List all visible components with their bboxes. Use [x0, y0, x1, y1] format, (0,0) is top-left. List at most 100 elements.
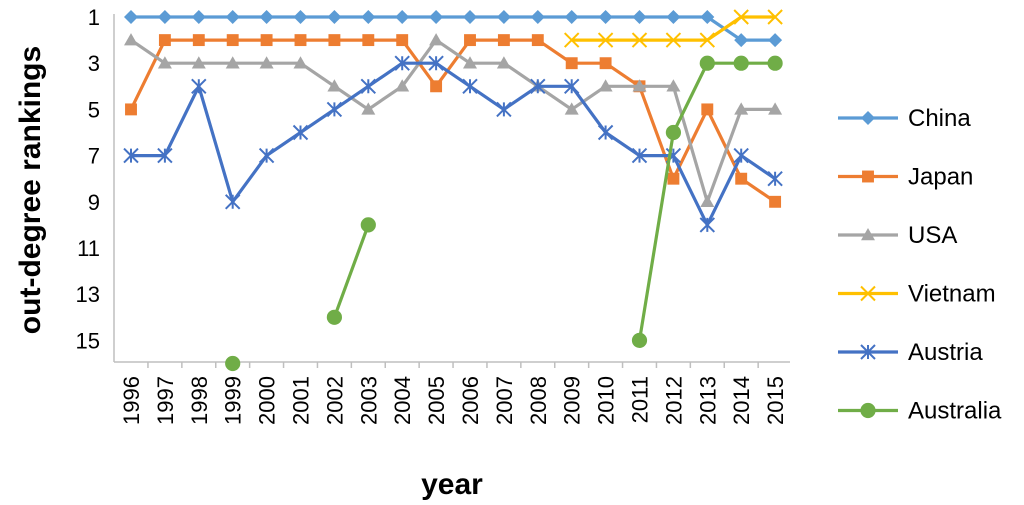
data-point — [225, 10, 240, 24]
data-point — [192, 34, 205, 47]
data-point — [699, 217, 716, 233]
data-point — [429, 33, 444, 46]
data-point — [767, 55, 783, 71]
data-point — [665, 124, 682, 141]
x-tick-label: 1999 — [221, 376, 246, 425]
data-point — [294, 34, 307, 47]
data-point — [327, 10, 342, 24]
data-point — [599, 57, 612, 70]
data-point — [631, 147, 648, 164]
series-line — [130, 38, 776, 204]
data-point — [225, 355, 241, 372]
data-point — [632, 10, 647, 24]
data-point — [226, 34, 239, 47]
y-axis-label: out-degree rankings — [14, 46, 47, 334]
y-tick-label: 15 — [76, 328, 100, 353]
data-point — [225, 56, 240, 69]
data-point — [667, 172, 680, 185]
data-point — [565, 57, 578, 70]
data-point — [123, 147, 139, 164]
legend-label: Japan — [908, 164, 973, 191]
data-point — [496, 101, 512, 118]
x-tick-label: 2012 — [661, 376, 686, 425]
data-point — [701, 103, 714, 116]
series-vietnam — [563, 9, 783, 48]
series-line — [131, 61, 777, 227]
data-point — [395, 79, 410, 92]
data-point — [563, 78, 580, 95]
x-tick-label: 1996 — [119, 376, 144, 425]
data-point — [394, 55, 410, 71]
data-point — [428, 55, 444, 71]
x-tick-labels: 1996 1997 1998 1999 2000 2001 2002 2003 2004 2005… — [119, 362, 788, 425]
x-tick-label: 2013 — [695, 376, 720, 425]
data-point — [530, 10, 545, 24]
data-point — [259, 56, 274, 69]
x-tick-label: 2002 — [322, 376, 347, 425]
data-point — [462, 78, 478, 95]
data-point — [326, 101, 343, 118]
data-point — [598, 10, 613, 24]
legend-swatch-marker — [861, 228, 875, 241]
data-point — [327, 79, 342, 92]
legend-item-vietnam: Vietnam — [838, 281, 996, 308]
data-point — [497, 34, 510, 47]
data-point — [191, 10, 206, 24]
data-point — [326, 309, 342, 325]
y-tick-label: 3 — [88, 51, 100, 76]
legend-label: Austria — [908, 339, 983, 366]
legend-swatch-marker — [861, 111, 875, 125]
x-tick-label: 2007 — [492, 376, 517, 425]
data-point — [157, 10, 172, 24]
legend-swatch-marker — [860, 402, 876, 419]
data-point — [260, 34, 273, 47]
x-tick-label: 1998 — [187, 376, 212, 425]
data-point — [531, 34, 544, 47]
x-tick-label: 2001 — [289, 376, 314, 425]
legend-swatch-marker — [862, 170, 874, 183]
data-point — [124, 10, 138, 24]
x-tick-label: 2011 — [628, 376, 653, 423]
data-point — [157, 56, 172, 69]
data-point — [597, 32, 614, 48]
x-tick-label: 1997 — [153, 376, 178, 425]
legend-item-china: China — [838, 105, 971, 132]
legend-label: USA — [908, 222, 957, 249]
x-tick-label: 2000 — [255, 376, 280, 425]
series-usa — [124, 33, 783, 208]
data-point — [564, 10, 579, 24]
data-point — [734, 102, 749, 115]
x-tick-label: 2014 — [729, 376, 754, 425]
data-point — [666, 79, 681, 92]
x-tick-label: 2004 — [390, 376, 415, 425]
data-point — [700, 194, 715, 208]
series-line — [332, 224, 370, 318]
data-point — [430, 80, 443, 93]
legend-item-austria: Austria — [838, 339, 983, 366]
y-tick-label: 1 — [88, 5, 100, 30]
y-tick-label: 7 — [88, 144, 100, 169]
data-point — [563, 32, 580, 48]
data-point — [191, 78, 207, 95]
data-point — [767, 9, 783, 25]
data-point — [361, 10, 376, 24]
legend: China Japan USA Vietnam Austria Australia — [838, 105, 1002, 425]
legend-label: Vietnam — [908, 281, 996, 308]
data-point — [124, 33, 138, 46]
legend-item-australia: Australia — [838, 398, 1002, 425]
series-austria — [123, 55, 783, 233]
data-point — [362, 34, 375, 47]
x-tick-label: 2005 — [424, 376, 449, 425]
x-tick-label: 2003 — [356, 376, 381, 425]
legend-label: Australia — [908, 398, 1002, 425]
data-point — [360, 217, 376, 233]
data-point — [734, 33, 749, 48]
legend-label: China — [908, 105, 971, 132]
data-point — [292, 124, 309, 141]
data-point — [598, 79, 613, 92]
data-point — [735, 172, 748, 185]
data-point — [463, 56, 477, 69]
data-point — [157, 147, 173, 164]
data-point — [496, 56, 511, 69]
